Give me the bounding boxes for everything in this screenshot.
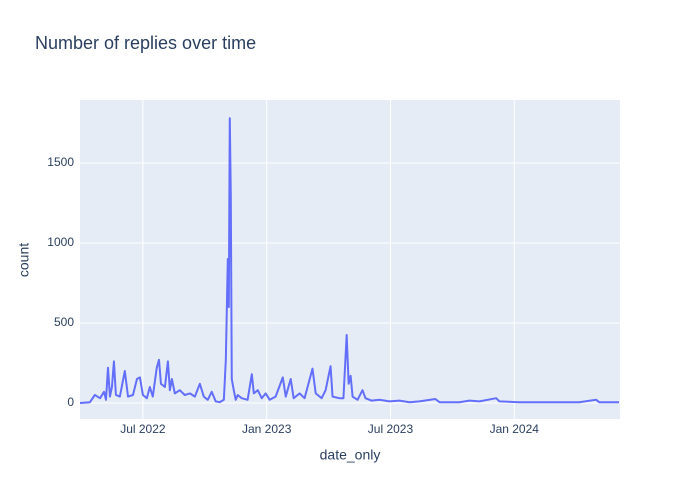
y-axis-label: count	[16, 243, 32, 277]
y-tick-label: 0	[67, 395, 74, 409]
y-tick-label: 500	[54, 315, 74, 329]
x-tick-label: Jan 2024	[490, 422, 540, 436]
y-tick-label: 1000	[47, 235, 74, 249]
x-axis-label: date_only	[320, 447, 381, 463]
plot-area	[80, 100, 620, 419]
x-tick-label: Jan 2023	[242, 422, 292, 436]
x-tick-label: Jul 2022	[120, 422, 166, 436]
chart-title: Number of replies over time	[35, 33, 256, 53]
y-tick-label: 1500	[47, 155, 74, 169]
x-tick-label: Jul 2023	[368, 422, 414, 436]
line-series	[79, 117, 620, 404]
